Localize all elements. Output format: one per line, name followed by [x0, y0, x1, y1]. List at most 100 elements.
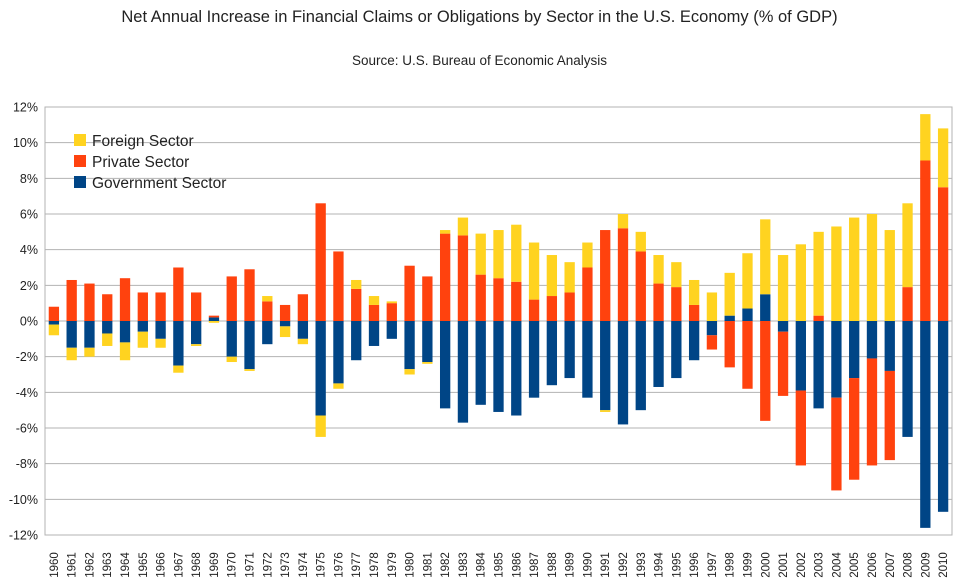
bar-foreign-sector-1963: [102, 333, 113, 346]
bar-private-sector-1988: [546, 296, 558, 321]
x-tick-label: 1965: [138, 552, 150, 578]
bar-foreign-sector-1994: [653, 255, 664, 284]
bar-government-sector-2010: [937, 321, 949, 512]
x-tick-label: 1968: [191, 552, 203, 578]
bar-government-sector-2002: [795, 321, 806, 391]
bar-government-sector-1967: [173, 321, 184, 366]
bar-foreign-sector-2006: [866, 214, 878, 321]
bar-foreign-sector-1975: [315, 415, 326, 437]
bar-government-sector-1992: [617, 321, 629, 425]
bar-government-sector-1995: [671, 321, 682, 379]
bar-government-sector-1991: [600, 321, 611, 411]
bar-private-sector-1970: [226, 276, 237, 321]
bar-private-sector-2005: [849, 378, 860, 480]
bar-government-sector-2001: [777, 321, 789, 332]
bar-foreign-sector-1979: [386, 301, 397, 304]
y-tick-label: -10%: [9, 493, 38, 507]
bar-government-sector-1983: [457, 321, 469, 423]
bar-private-sector-1979: [386, 303, 397, 321]
bar-government-sector-1963: [102, 321, 113, 334]
y-tick-label: 4%: [20, 243, 38, 257]
bar-foreign-sector-1984: [475, 233, 486, 275]
bar-government-sector-2009: [920, 321, 931, 528]
bar-foreign-sector-1993: [635, 231, 646, 252]
bar-government-sector-1989: [564, 321, 575, 379]
x-tick-label: 2006: [867, 552, 879, 578]
bar-government-sector-2008: [902, 321, 913, 437]
bar-private-sector-1999: [742, 321, 753, 389]
bar-foreign-sector-1971: [244, 369, 255, 371]
bar-private-sector-1976: [333, 251, 344, 321]
bar-government-sector-1969: [208, 317, 220, 321]
y-tick-label: 0%: [20, 315, 38, 329]
bar-private-sector-1975: [315, 203, 326, 321]
x-tick-label: 2005: [849, 552, 861, 578]
bar-government-sector-1990: [582, 321, 593, 398]
x-tick-label: 1980: [405, 552, 417, 578]
bar-private-sector-1986: [511, 281, 522, 321]
bar-foreign-sector-1983: [457, 217, 469, 236]
bar-private-sector-1972: [262, 301, 273, 321]
bar-government-sector-1968: [191, 321, 202, 345]
x-tick-label: 1970: [227, 552, 239, 578]
x-tick-label: 1989: [565, 552, 577, 578]
bar-foreign-sector-1962: [84, 347, 95, 357]
bar-government-sector-1984: [475, 321, 486, 405]
bar-foreign-sector-1986: [511, 224, 522, 282]
bar-private-sector-1969: [208, 315, 220, 318]
bar-government-sector-1988: [546, 321, 558, 386]
bar-private-sector-1987: [528, 299, 540, 321]
x-tick-label: 1963: [102, 552, 114, 578]
legend-swatch: [74, 176, 86, 188]
x-tick-label: 2008: [903, 552, 915, 578]
bar-government-sector-1973: [279, 321, 291, 327]
x-tick-label: 1985: [494, 552, 506, 578]
x-tick-label: 2004: [831, 552, 843, 578]
bar-foreign-sector-1992: [617, 214, 629, 229]
y-tick-label: -6%: [16, 422, 38, 436]
bar-private-sector-2002: [795, 390, 806, 466]
x-tick-label: 1977: [351, 552, 363, 578]
bar-foreign-sector-1973: [279, 326, 291, 338]
bar-foreign-sector-1987: [528, 242, 540, 300]
bar-government-sector-2000: [760, 294, 771, 321]
y-tick-label: -4%: [16, 386, 38, 400]
bar-private-sector-1985: [493, 278, 504, 321]
x-tick-label: 2010: [938, 552, 950, 578]
x-tick-label: 1986: [511, 552, 523, 578]
x-tick-label: 1982: [440, 552, 452, 578]
bar-foreign-sector-2005: [849, 217, 860, 321]
bars: [48, 114, 949, 528]
x-tick-label: 1966: [156, 552, 168, 578]
x-tick-label: 1998: [725, 552, 737, 578]
plot-border: [44, 106, 953, 536]
bar-foreign-sector-1961: [66, 347, 77, 361]
y-axis-tick-labels: -12% -10% -8% -6% -4% -2% 0% 2% 4% 6% 8% 10% 12%: [9, 101, 38, 543]
bar-private-sector-1989: [564, 292, 575, 321]
bar-government-sector-1987: [528, 321, 540, 398]
bar-government-sector-2006: [866, 321, 878, 359]
bar-foreign-sector-2003: [813, 231, 824, 316]
x-tick-label: 1971: [245, 552, 257, 578]
bar-private-sector-2008: [902, 287, 913, 321]
bar-private-sector-1977: [351, 288, 362, 321]
bar-government-sector-1979: [386, 321, 397, 339]
bar-foreign-sector-1965: [137, 331, 148, 348]
bar-foreign-sector-1999: [742, 253, 753, 309]
bar-private-sector-2000: [760, 321, 771, 421]
bar-foreign-sector-1960: [48, 324, 60, 336]
bar-government-sector-1993: [635, 321, 646, 411]
bar-private-sector-2003: [813, 315, 824, 321]
bar-foreign-sector-1968: [191, 344, 202, 346]
bar-private-sector-1994: [653, 283, 664, 321]
bar-government-sector-1966: [155, 321, 166, 339]
bar-foreign-sector-1998: [724, 272, 735, 316]
bar-private-sector-2006: [866, 358, 878, 466]
x-tick-label: 1975: [316, 552, 328, 578]
bar-government-sector-1962: [84, 321, 95, 348]
legend-label: Private Sector: [92, 154, 189, 171]
bar-private-sector-1964: [119, 278, 131, 321]
bar-private-sector-2004: [831, 397, 842, 491]
bar-private-sector-1996: [688, 304, 700, 321]
